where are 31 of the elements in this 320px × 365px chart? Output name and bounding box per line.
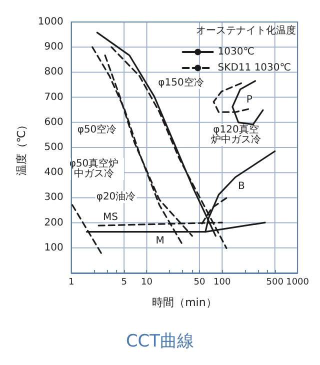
annotation: M xyxy=(156,236,164,247)
x-tick-label: 5 xyxy=(121,278,127,288)
y-tick-label: 300 xyxy=(44,192,64,204)
legend-title: オーステナイト化温度 xyxy=(196,24,296,36)
y-tick-label: 700 xyxy=(44,92,64,103)
y-tick-label: 900 xyxy=(44,42,64,53)
y-tick-label: 600 xyxy=(44,116,64,128)
x-tick-label: 50 xyxy=(194,278,206,288)
annotation: φ20油冷 xyxy=(96,190,136,202)
legend-label: SKD11 1030℃ xyxy=(218,62,292,74)
text: CCT曲線 xyxy=(126,332,194,352)
annotation: φ50空冷 xyxy=(77,124,117,136)
y-tick-label: 800 xyxy=(44,66,64,78)
x-tick-label: 1000 xyxy=(286,278,310,288)
y-tick-label: 400 xyxy=(44,167,64,178)
x-axis-title: 時間（min） xyxy=(152,296,217,309)
legend-label: 1030℃ xyxy=(218,46,254,58)
y-tick-label: 100 xyxy=(44,242,64,254)
y-axis-title: 温度（℃） xyxy=(15,119,28,176)
y-tick-label: 1000 xyxy=(38,16,64,28)
x-tick-label: 100 xyxy=(214,278,232,288)
x-tick-label: 500 xyxy=(266,278,284,288)
annotation: φ150空冷 xyxy=(158,76,204,88)
annotation: MS xyxy=(102,212,118,223)
x-tick-label: 1 xyxy=(68,278,74,288)
y-tick-label: 500 xyxy=(44,142,64,153)
annotation: B xyxy=(238,180,245,192)
x-tick-label: 10 xyxy=(141,278,153,288)
annotation: P xyxy=(246,94,252,106)
annotation: φ120真空炉中ガス冷 xyxy=(211,124,261,146)
y-tick-label: 200 xyxy=(44,217,64,228)
